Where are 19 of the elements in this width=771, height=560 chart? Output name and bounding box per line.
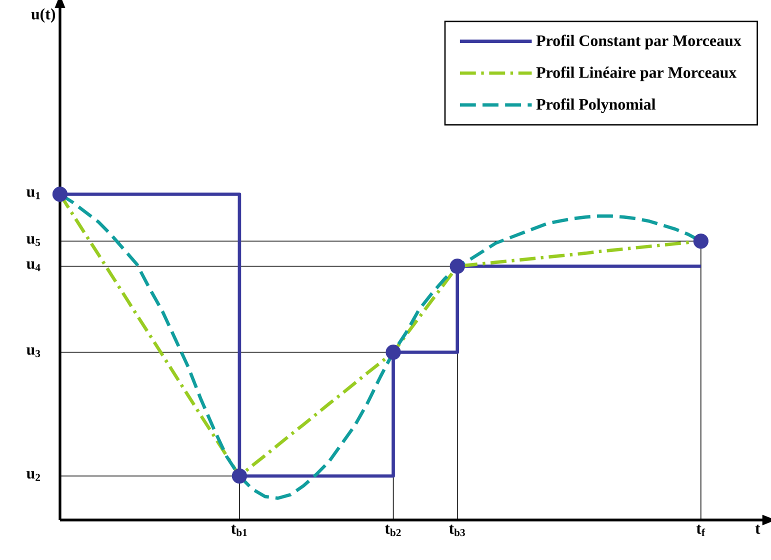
text: u$_{5}$ (26, 236, 40, 246)
legend-label: Profil Linéaire par Morceaux (536, 66, 737, 82)
x-tick-label: t$_{f}$ (696, 524, 706, 536)
x-axis-title: t (755, 524, 760, 534)
text: u$_{1}$ (26, 189, 40, 200)
point (693, 234, 708, 249)
legend-label: Profil Constant par Morceaux (536, 34, 742, 50)
point (232, 468, 248, 484)
point (52, 186, 68, 202)
point (386, 344, 401, 360)
text: u$_{3}$ (26, 347, 40, 358)
x-tick-label: t$_{b2}$ (384, 524, 401, 536)
x-tick-label: t$_{b1}$ (231, 524, 247, 536)
legend-label: Profil Polynomial (536, 98, 656, 113)
text: u$_{4}$ (26, 261, 40, 272)
point (450, 258, 465, 274)
x-tick-label: t$_{b3}$ (449, 524, 465, 536)
text: u(t) (31, 8, 56, 23)
text: u$_{2}$ (26, 471, 40, 481)
